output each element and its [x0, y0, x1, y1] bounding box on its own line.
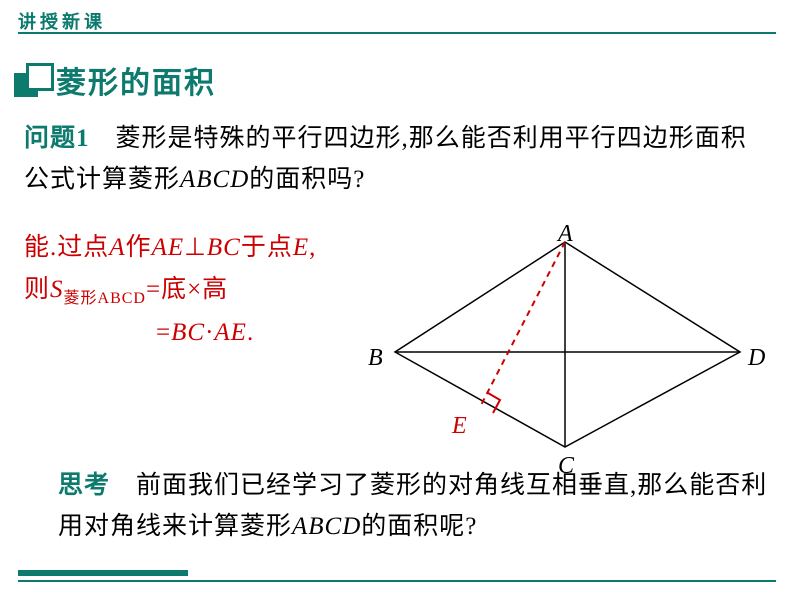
section-icon	[14, 63, 48, 97]
ans3-eq: =	[156, 319, 171, 346]
think-text-2: 的面积呢?	[361, 513, 477, 540]
vertex-label-c: C	[558, 447, 575, 487]
answer-block: 能.过点A作AE⊥BC于点E, 则S菱形ABCD=底×高 =BC·AE.	[24, 227, 340, 457]
question-text-2: 的面积吗?	[249, 166, 365, 193]
ans-S: S	[50, 276, 64, 303]
ans-sub-text: 菱形ABCD	[64, 290, 146, 307]
header-rule	[18, 32, 776, 34]
ans-AE2: AE	[214, 319, 247, 346]
ans-sub: 菱形ABCD	[64, 290, 146, 307]
ans-A: A	[109, 234, 125, 261]
line-ae	[480, 242, 565, 407]
answer-line-3: =BC·AE.	[24, 312, 340, 355]
footer-thick	[18, 570, 188, 576]
ans-BC: BC	[207, 234, 241, 261]
rhombus-diagram: A B C D E	[340, 227, 770, 457]
question-block: 问题1 菱形是特殊的平行四边形,那么能否利用平行四边形面积公式计算菱形ABCD的…	[0, 102, 794, 457]
rhombus-outline	[395, 242, 740, 447]
think-abcd: ABCD	[292, 513, 361, 540]
ans-post: 于点	[241, 234, 293, 261]
header-tab: 讲授新课	[0, 0, 794, 34]
diagram-svg	[340, 227, 770, 467]
question-text-1: 菱形是特殊的平行四边形,那么能否利用平行四边形面积公式计算菱形	[24, 125, 747, 193]
question-label: 问题1	[24, 125, 90, 152]
ans-E: E	[293, 234, 309, 261]
ans-BC2: BC	[171, 319, 205, 346]
question-abcd: ABCD	[180, 166, 249, 193]
think-block: 思考 前面我们已经学习了菱形的对角线互相垂直,那么能否利用对角线来计算菱形ABC…	[34, 465, 794, 548]
footer-decoration	[18, 572, 776, 582]
ans-perp: ⊥	[184, 234, 207, 261]
vertex-label-d: D	[748, 339, 766, 379]
ans-period: .	[247, 319, 254, 346]
ans-pre: 能.过点	[24, 234, 109, 261]
ans-AE: AE	[152, 234, 185, 261]
section-header: 菱形的面积	[14, 58, 794, 102]
ans-mid: 作	[126, 234, 152, 261]
mid-row: 能.过点A作AE⊥BC于点E, 则S菱形ABCD=底×高 =BC·AE.	[24, 227, 770, 457]
footer-thin	[18, 580, 776, 582]
vertex-label-a: A	[558, 215, 574, 255]
answer-line-2: 则S菱形ABCD=底×高	[24, 269, 340, 312]
vertex-label-e: E	[452, 407, 468, 447]
ans-dot: ·	[205, 319, 214, 346]
ans-eq1: =底×高	[146, 276, 228, 303]
ans2-pre: 则	[24, 276, 50, 303]
think-label: 思考	[58, 472, 110, 499]
vertex-label-b: B	[368, 339, 384, 379]
section-title: 菱形的面积	[56, 58, 216, 102]
ans-comma: ,	[309, 234, 316, 261]
answer-line-1: 能.过点A作AE⊥BC于点E,	[24, 227, 340, 270]
